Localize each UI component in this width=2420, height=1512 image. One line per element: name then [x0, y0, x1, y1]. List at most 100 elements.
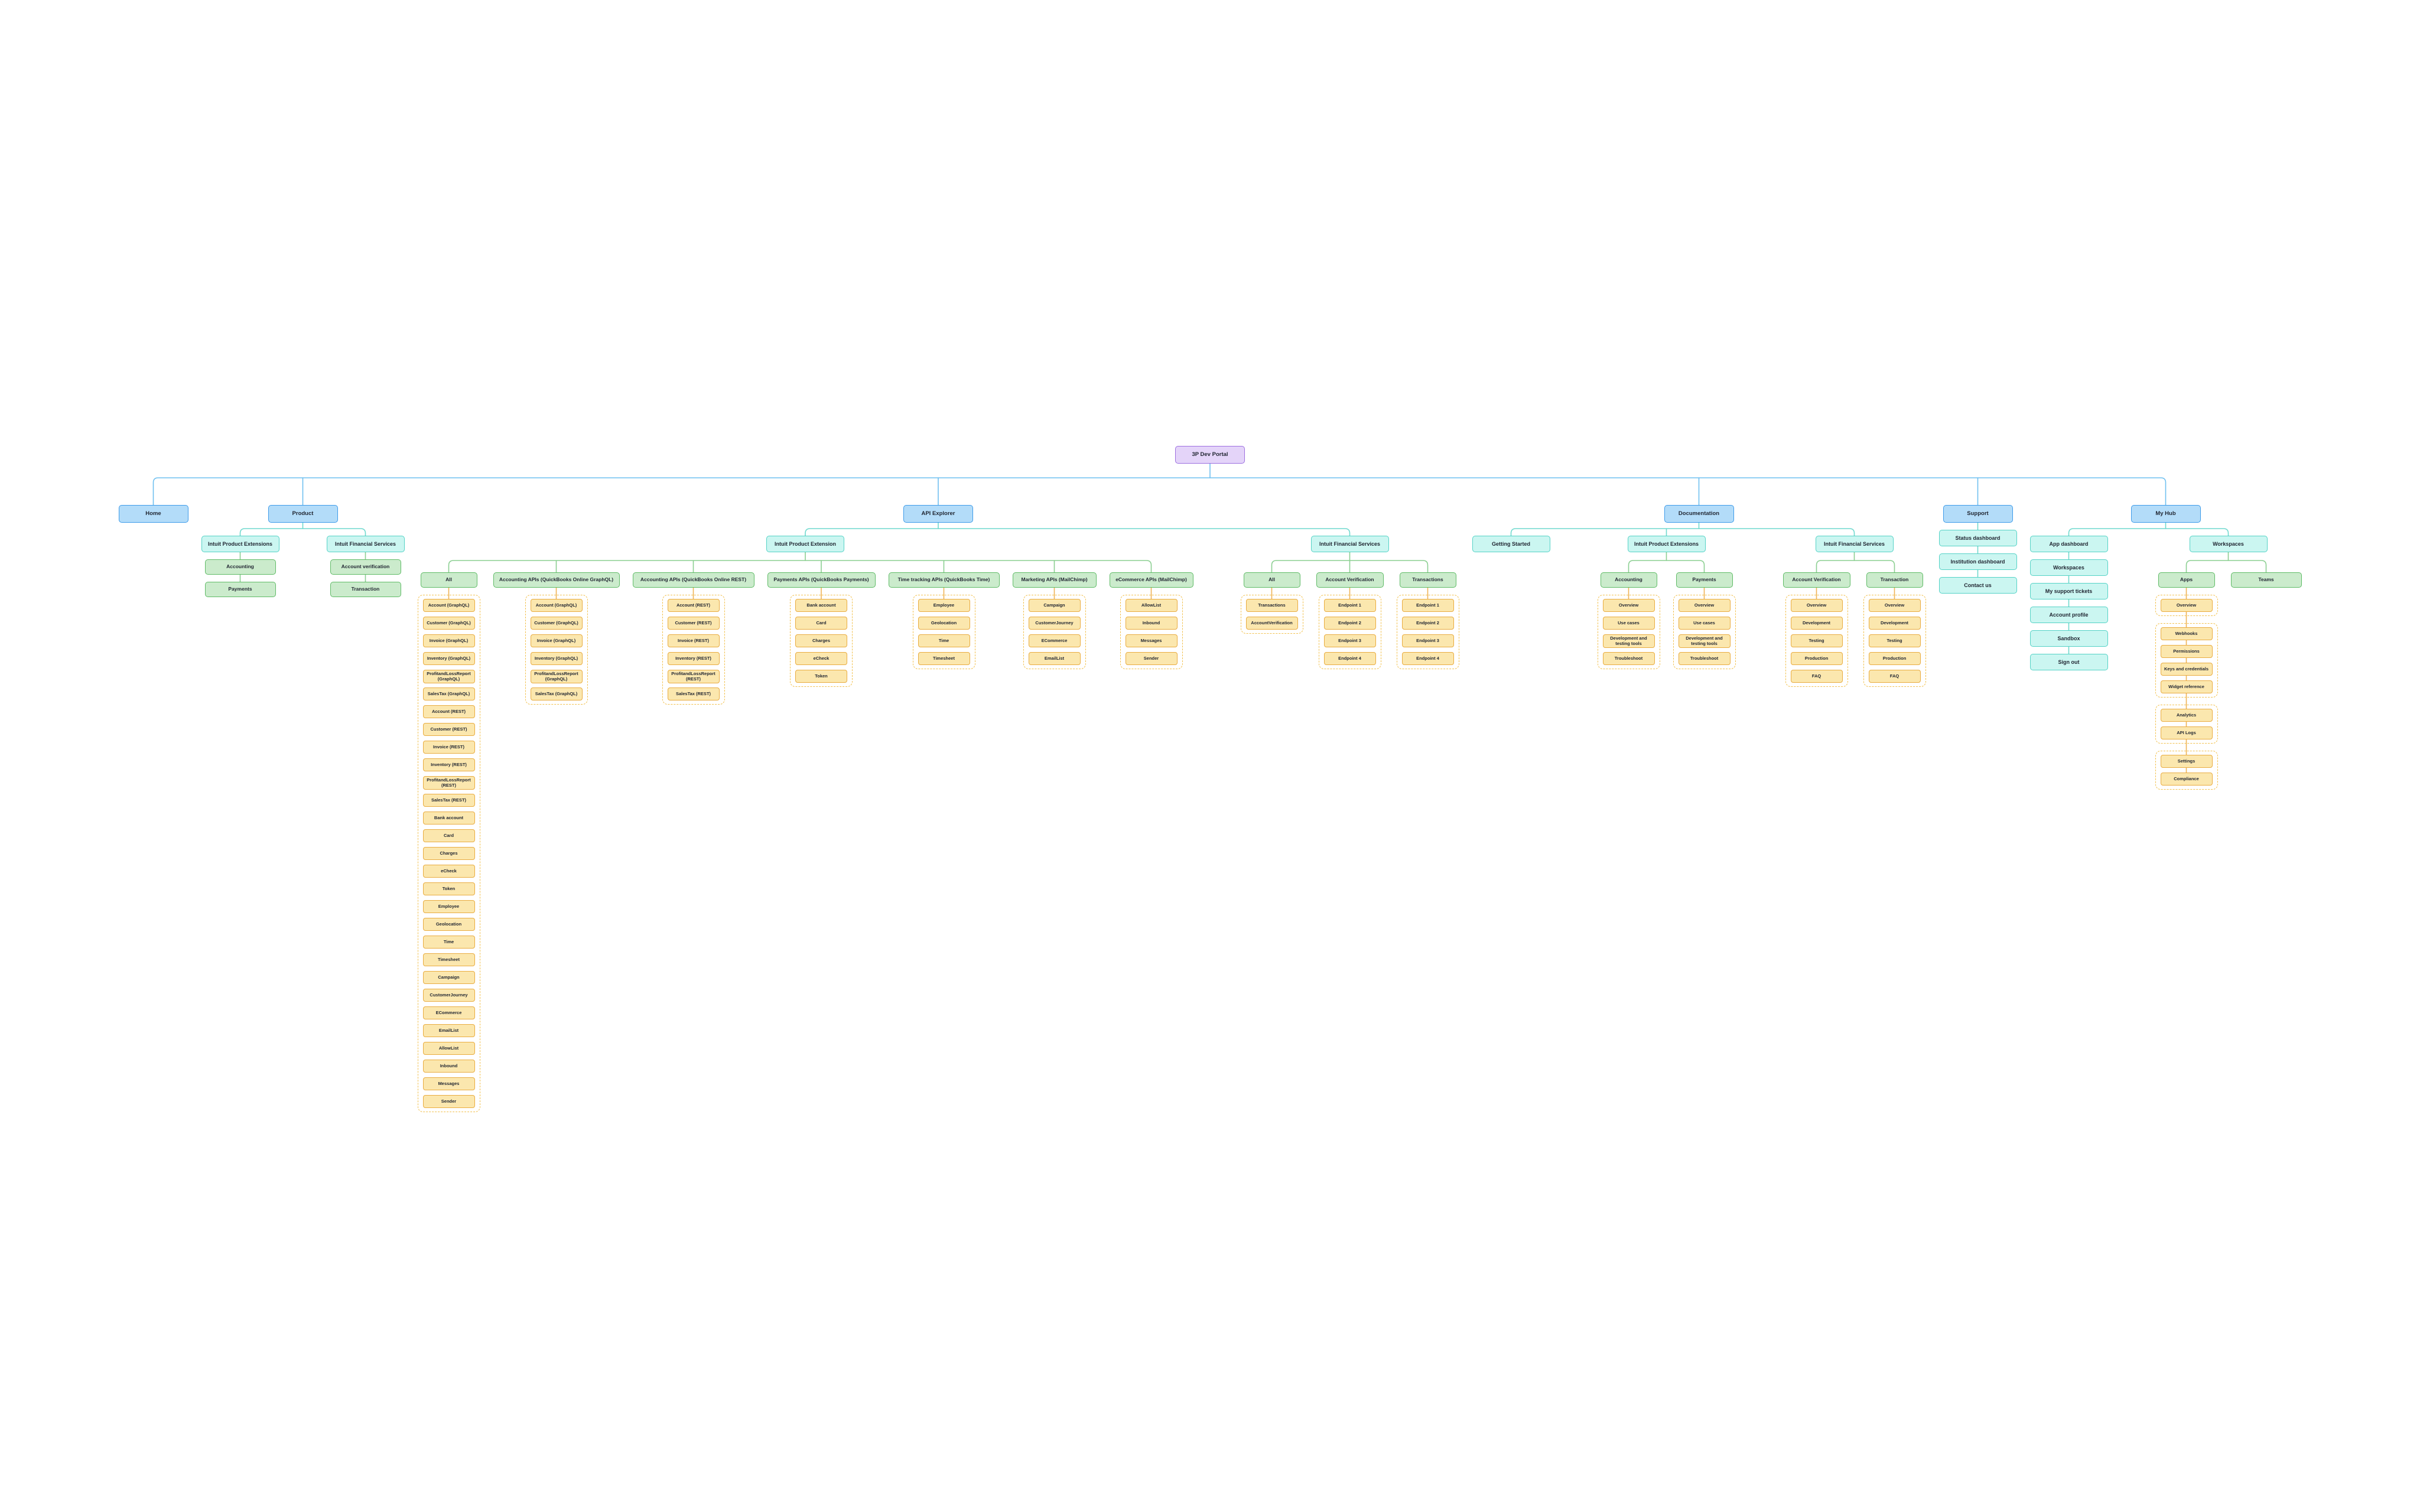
node-account-verification[interactable]: Account Verification — [1783, 572, 1850, 588]
leaf-testing[interactable]: Testing — [1790, 634, 1843, 647]
node-account-verification[interactable]: Account Verification — [1316, 572, 1384, 588]
leaf-salestax-rest[interactable]: SalesTax (REST) — [422, 794, 475, 807]
node-sandbox[interactable]: Sandbox — [2029, 630, 2108, 647]
leaf-account-graphql[interactable]: Account (GraphQL) — [422, 599, 475, 612]
node-support[interactable]: Support — [1943, 505, 2013, 523]
leaf-echeck[interactable]: eCheck — [795, 652, 847, 665]
node-account-verification[interactable]: Account verification — [330, 559, 401, 575]
leaf-inventory-rest[interactable]: Inventory (REST) — [422, 758, 475, 771]
leaf-profitandlossreport-graphql[interactable]: ProfitandLossReport (GraphQL) — [530, 670, 583, 684]
node-transaction[interactable]: Transaction — [1866, 572, 1923, 588]
node-intuit-product-extensions[interactable]: Intuit Product Extensions — [1627, 536, 1706, 552]
leaf-token[interactable]: Token — [795, 670, 847, 683]
leaf-endpoint-4[interactable]: Endpoint 4 — [1401, 652, 1454, 665]
leaf-campaign[interactable]: Campaign — [1028, 599, 1081, 612]
node-transactions[interactable]: Transactions — [1399, 572, 1456, 588]
leaf-accountverification[interactable]: AccountVerification — [1245, 617, 1298, 630]
leaf-customerjourney[interactable]: CustomerJourney — [1028, 617, 1081, 630]
leaf-emaillist[interactable]: EmailList — [1028, 652, 1081, 665]
node-accounting-apis-quickbooks-online-rest[interactable]: Accounting APIs (QuickBooks Online REST) — [632, 572, 754, 588]
node-payments[interactable]: Payments — [1676, 572, 1733, 588]
leaf-transactions[interactable]: Transactions — [1245, 599, 1298, 612]
node-intuit-financial-services[interactable]: Intuit Financial Services — [326, 536, 405, 552]
node-payments[interactable]: Payments — [204, 582, 276, 597]
node-workspaces[interactable]: Workspaces — [2029, 559, 2108, 576]
leaf-salestax-graphql[interactable]: SalesTax (GraphQL) — [422, 687, 475, 700]
leaf-sender[interactable]: Sender — [1125, 652, 1178, 665]
leaf-invoice-graphql[interactable]: Invoice (GraphQL) — [530, 634, 583, 647]
leaf-analytics[interactable]: Analytics — [2160, 709, 2213, 722]
node-accounting-apis-quickbooks-online-graphql[interactable]: Accounting APIs (QuickBooks Online Graph… — [493, 572, 620, 588]
leaf-salestax-rest[interactable]: SalesTax (REST) — [667, 687, 720, 700]
node-all[interactable]: All — [420, 572, 477, 588]
leaf-profitandlossreport-rest[interactable]: ProfitandLossReport (REST) — [422, 776, 475, 790]
leaf-customer-rest[interactable]: Customer (REST) — [667, 617, 720, 630]
node-teams[interactable]: Teams — [2230, 572, 2302, 588]
leaf-inventory-graphql[interactable]: Inventory (GraphQL) — [530, 652, 583, 665]
leaf-development-and-testing-tools[interactable]: Development and testing tools — [1602, 634, 1655, 649]
leaf-inventory-rest[interactable]: Inventory (REST) — [667, 652, 720, 665]
node-documentation[interactable]: Documentation — [1664, 505, 1734, 523]
leaf-development-and-testing-tools[interactable]: Development and testing tools — [1678, 634, 1731, 649]
leaf-endpoint-4[interactable]: Endpoint 4 — [1323, 652, 1376, 665]
leaf-overview[interactable]: Overview — [1678, 599, 1731, 612]
leaf-use-cases[interactable]: Use cases — [1678, 617, 1731, 630]
leaf-endpoint-2[interactable]: Endpoint 2 — [1323, 617, 1376, 630]
leaf-widget-reference[interactable]: Widget reference — [2160, 680, 2213, 693]
leaf-messages[interactable]: Messages — [1125, 634, 1178, 647]
leaf-overview[interactable]: Overview — [1868, 599, 1921, 612]
node-accounting[interactable]: Accounting — [204, 559, 276, 575]
leaf-emaillist[interactable]: EmailList — [422, 1024, 475, 1037]
leaf-faq[interactable]: FAQ — [1790, 670, 1843, 683]
leaf-bank-account[interactable]: Bank account — [422, 812, 475, 825]
node-3p-dev-portal[interactable]: 3P Dev Portal — [1175, 446, 1245, 464]
leaf-overview[interactable]: Overview — [2160, 599, 2213, 612]
leaf-charges[interactable]: Charges — [422, 847, 475, 860]
leaf-ecommerce[interactable]: ECommerce — [1028, 634, 1081, 647]
leaf-messages[interactable]: Messages — [422, 1077, 475, 1090]
node-api-explorer[interactable]: API Explorer — [903, 505, 973, 523]
node-accounting[interactable]: Accounting — [1600, 572, 1657, 588]
leaf-invoice-graphql[interactable]: Invoice (GraphQL) — [422, 634, 475, 647]
leaf-endpoint-1[interactable]: Endpoint 1 — [1401, 599, 1454, 612]
leaf-endpoint-1[interactable]: Endpoint 1 — [1323, 599, 1376, 612]
leaf-time[interactable]: Time — [422, 936, 475, 949]
node-sign-out[interactable]: Sign out — [2029, 654, 2108, 670]
node-contact-us[interactable]: Contact us — [1938, 577, 2017, 594]
leaf-invoice-rest[interactable]: Invoice (REST) — [422, 741, 475, 754]
leaf-testing[interactable]: Testing — [1868, 634, 1921, 647]
leaf-endpoint-3[interactable]: Endpoint 3 — [1323, 634, 1376, 647]
leaf-development[interactable]: Development — [1868, 617, 1921, 630]
leaf-card[interactable]: Card — [795, 617, 847, 630]
node-payments-apis-quickbooks-payments[interactable]: Payments APIs (QuickBooks Payments) — [767, 572, 876, 588]
leaf-permissions[interactable]: Permissions — [2160, 645, 2213, 658]
leaf-profitandlossreport-graphql[interactable]: ProfitandLossReport (GraphQL) — [422, 670, 475, 684]
leaf-development[interactable]: Development — [1790, 617, 1843, 630]
leaf-customerjourney[interactable]: CustomerJourney — [422, 989, 475, 1002]
node-account-profile[interactable]: Account profile — [2029, 607, 2108, 623]
leaf-ecommerce[interactable]: ECommerce — [422, 1006, 475, 1019]
leaf-token[interactable]: Token — [422, 882, 475, 895]
leaf-customer-graphql[interactable]: Customer (GraphQL) — [422, 617, 475, 630]
leaf-production[interactable]: Production — [1790, 652, 1843, 665]
node-home[interactable]: Home — [118, 505, 188, 523]
leaf-salestax-graphql[interactable]: SalesTax (GraphQL) — [530, 687, 583, 700]
node-intuit-product-extension[interactable]: Intuit Product Extension — [766, 536, 844, 552]
leaf-inventory-graphql[interactable]: Inventory (GraphQL) — [422, 652, 475, 665]
node-marketing-apis-mailchimp[interactable]: Marketing APIs (MailChimp) — [1012, 572, 1097, 588]
leaf-faq[interactable]: FAQ — [1868, 670, 1921, 683]
leaf-settings[interactable]: Settings — [2160, 755, 2213, 768]
node-time-tracking-apis-quickbooks-time[interactable]: Time tracking APIs (QuickBooks Time) — [888, 572, 1000, 588]
leaf-troubleshoot[interactable]: Troubleshoot — [1602, 652, 1655, 665]
leaf-invoice-rest[interactable]: Invoice (REST) — [667, 634, 720, 647]
leaf-sender[interactable]: Sender — [422, 1095, 475, 1108]
node-product[interactable]: Product — [268, 505, 338, 523]
leaf-geolocation[interactable]: Geolocation — [918, 617, 970, 630]
leaf-employee[interactable]: Employee — [918, 599, 970, 612]
leaf-api-logs[interactable]: API Logs — [2160, 726, 2213, 739]
node-institution-dashboard[interactable]: Institution dashboard — [1938, 553, 2017, 570]
leaf-overview[interactable]: Overview — [1602, 599, 1655, 612]
node-apps[interactable]: Apps — [2158, 572, 2215, 588]
leaf-profitandlossreport-rest[interactable]: ProfitandLossReport (REST) — [667, 670, 720, 684]
leaf-endpoint-3[interactable]: Endpoint 3 — [1401, 634, 1454, 647]
